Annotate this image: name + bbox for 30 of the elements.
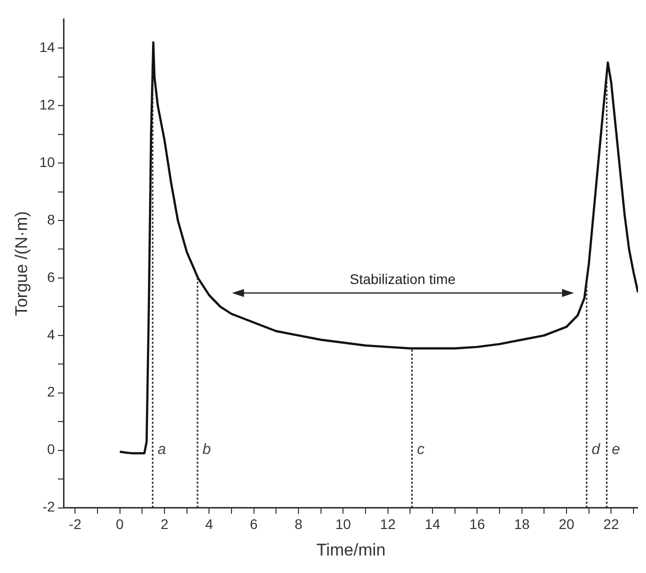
x-tick-label: 0 xyxy=(116,516,124,532)
y-tick-label: -2 xyxy=(42,498,56,515)
x-tick-label: 4 xyxy=(205,516,214,532)
x-tick-label: 22 xyxy=(603,516,620,532)
y-tick-label: 10 xyxy=(39,154,56,170)
y-tick-label: 12 xyxy=(39,96,56,112)
ref-line-label: b xyxy=(202,440,211,458)
y-tick-label: 2 xyxy=(47,384,56,400)
ref-line-label: e xyxy=(612,440,620,458)
x-tick-label: 2 xyxy=(160,516,169,532)
ref-line-label: d xyxy=(592,440,601,458)
ref-line-label: a xyxy=(158,440,166,458)
x-axis-title: Time/min xyxy=(316,540,386,560)
y-tick-label: 0 xyxy=(47,441,56,458)
x-tick-label: 20 xyxy=(558,516,575,532)
y-tick-label: 4 xyxy=(47,326,56,342)
y-axis-title: Torgue /(N·m) xyxy=(12,211,31,316)
y-tick-label: 8 xyxy=(47,211,56,228)
annotation: Stabilization time xyxy=(350,270,456,287)
x-tick-label: 16 xyxy=(469,516,486,532)
x-tick-label: 10 xyxy=(335,516,352,532)
x-tick-label: 8 xyxy=(294,516,303,532)
ref-line-label: c xyxy=(416,440,425,458)
x-tick-label: 18 xyxy=(514,516,530,532)
x-tick-label: 6 xyxy=(250,516,258,532)
y-tick-label: 14 xyxy=(39,38,56,55)
x-tick-label: 12 xyxy=(380,516,396,532)
x-tick-label: 14 xyxy=(424,516,441,532)
y-tick-label: 6 xyxy=(47,268,56,285)
x-tick-label: -2 xyxy=(68,516,82,532)
